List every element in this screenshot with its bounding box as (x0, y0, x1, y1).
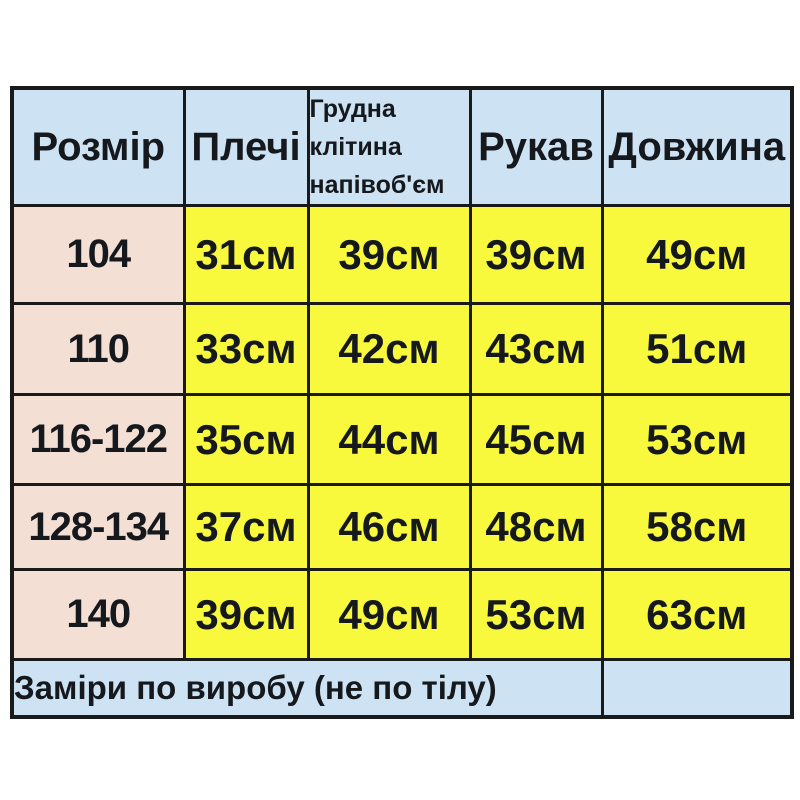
header-row: Розмір Плечі Грудна клітина напівоб'єм Р… (10, 86, 794, 207)
table-row-128-134: 128-134 37см 46см 48см 58см (10, 483, 794, 571)
table-row-104: 104 31см 39см 39см 49см (10, 204, 794, 305)
footer-note: Заміри по виробу (не по тілу) (10, 658, 604, 718)
length-value: 49см (600, 204, 794, 305)
size-cell: 140 (10, 568, 186, 661)
footer-row: Заміри по виробу (не по тілу) (10, 658, 794, 718)
size-cell: 128-134 (10, 483, 186, 571)
length-value: 53см (600, 393, 794, 486)
shoulders-value: 33см (182, 302, 310, 396)
sleeve-value: 48см (468, 483, 604, 571)
chest-value: 49см (306, 568, 472, 661)
shoulders-value: 35см (182, 393, 310, 486)
size-cell: 104 (10, 204, 186, 305)
shoulders-value: 39см (182, 568, 310, 661)
chest-value: 42см (306, 302, 472, 396)
chest-value: 39см (306, 204, 472, 305)
sleeve-value: 45см (468, 393, 604, 486)
column-header-sleeve: Рукав (468, 86, 604, 207)
table-row-110: 110 33см 42см 43см 51см (10, 302, 794, 396)
length-value: 63см (600, 568, 794, 661)
length-value: 58см (600, 483, 794, 571)
size-cell: 110 (10, 302, 186, 396)
size-chart-table: Розмір Плечі Грудна клітина напівоб'єм Р… (10, 86, 794, 719)
shoulders-value: 31см (182, 204, 310, 305)
footer-empty-cell (600, 658, 794, 718)
size-cell: 116-122 (10, 393, 186, 486)
column-header-size: Розмір (10, 86, 186, 207)
sleeve-value: 43см (468, 302, 604, 396)
column-header-length: Довжина (600, 86, 794, 207)
table-row-140: 140 39см 49см 53см 63см (10, 568, 794, 661)
sleeve-value: 39см (468, 204, 604, 305)
shoulders-value: 37см (182, 483, 310, 571)
sleeve-value: 53см (468, 568, 604, 661)
chest-value: 46см (306, 483, 472, 571)
column-header-chest: Грудна клітина напівоб'єм (306, 86, 472, 207)
length-value: 51см (600, 302, 794, 396)
chest-value: 44см (306, 393, 472, 486)
table-row-116-122: 116-122 35см 44см 45см 53см (10, 393, 794, 486)
column-header-shoulders: Плечі (182, 86, 310, 207)
